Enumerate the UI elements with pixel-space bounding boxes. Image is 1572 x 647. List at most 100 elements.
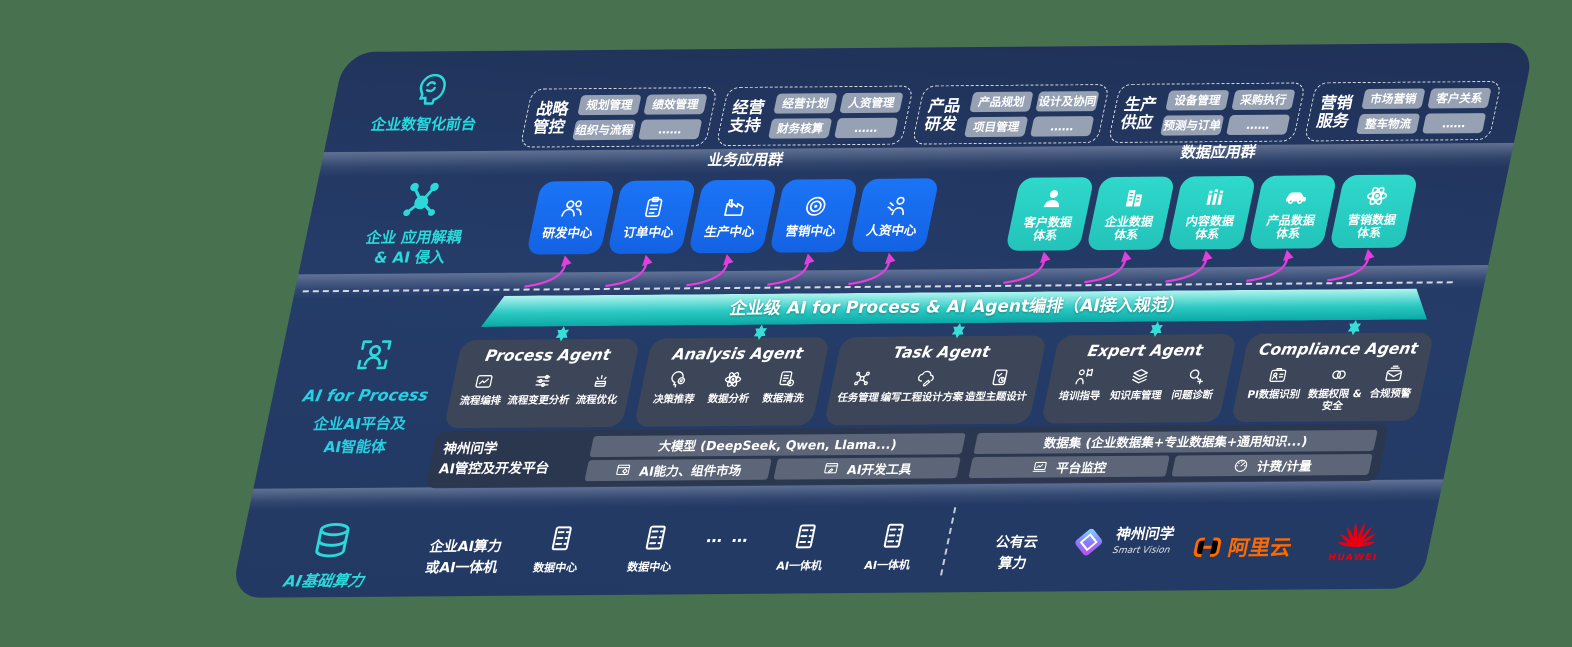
- group-production-supply: 生产 供应 设备管理 采购执行 预测与订单 ……: [1107, 82, 1306, 144]
- window-gear-icon: [613, 462, 634, 479]
- ai-platform-label-cn1: 企业AI平台及: [311, 414, 408, 434]
- factory-icon: [719, 194, 750, 220]
- group-product-rnd: 产品 研发 产品规划 设计及协同 项目管理 ……: [911, 83, 1110, 145]
- data-system-marketing: 营销数据 体系: [1329, 174, 1419, 249]
- server-icon: [874, 520, 913, 552]
- business-app-group-title: 业务应用群: [706, 150, 786, 170]
- ai-for-process-label: AI for Process: [301, 385, 431, 406]
- capability-pill: ……: [638, 119, 703, 140]
- capability-pill: 规划管理: [577, 94, 642, 116]
- doc-gear-icon: [775, 368, 800, 389]
- server-icon: [542, 522, 581, 554]
- capability-pill: 预测与订单: [1160, 115, 1225, 136]
- agent-item: 编写工程设计方案: [879, 367, 969, 405]
- atom-icon: [720, 369, 745, 390]
- agent-item: 数据权限 & 安全: [1303, 364, 1369, 413]
- group-strategy-control: 战略 管控 规划管理 绩效管理 组织与流程 ……: [519, 87, 719, 148]
- capability-pill: ……: [1226, 114, 1291, 136]
- mail-alert-icon: [1382, 364, 1407, 385]
- dataset-group: 数据集 (企业数据集+专业数据集+通用知识...) 平台监控 计费/计量: [968, 429, 1378, 479]
- agent-item: 数据分析: [706, 369, 755, 406]
- compliance-agent-card: Compliance Agent PI数据识别 数据权限 & 安全 合规预警: [1231, 332, 1435, 423]
- tablet-check-icon: [987, 367, 1012, 388]
- molecule-icon: [393, 175, 451, 223]
- people-icon: [557, 195, 588, 221]
- huawei-flower-icon: [1333, 510, 1384, 552]
- database-icon: [304, 518, 360, 564]
- agent-item: 流程优化: [575, 370, 624, 407]
- datacenter-node: 数据中心: [509, 522, 610, 576]
- person-icon: [1037, 185, 1068, 211]
- analysis-agent-card: Analysis Agent 决策推荐 数据分析 数据清洗: [633, 337, 831, 427]
- capability-pill: ……: [1422, 113, 1487, 134]
- atom-icon: [1361, 182, 1392, 208]
- capability-pill: 经营计划: [773, 93, 838, 114]
- capability-pill: ……: [1030, 116, 1095, 137]
- ai-dev-tools-cell: AI开发工具: [773, 457, 961, 480]
- smart-vision-en: Smart Vision: [1111, 545, 1172, 556]
- business-centers-row: 研发中心 订单中心 生产中心 营销中心 人资中心: [526, 178, 940, 255]
- diagram-board: 企业数智化前台 战略 管控 规划管理 绩效管理 组织与流程 …… 经营 支持 经营计…: [230, 42, 1535, 598]
- grid-nodes-icon: [850, 368, 875, 389]
- capability-pill: 设计及协同: [1035, 91, 1100, 112]
- dataset-bar: 数据集 (企业数据集+专业数据集+通用知识...): [973, 429, 1378, 455]
- ai-platform-label-cn2: AI智能体: [322, 437, 389, 456]
- layers-icon: [1127, 366, 1152, 387]
- model-group: 大模型 (DeepSeek, Qwen, Llama...) AI能力、组件市场…: [584, 433, 966, 482]
- center-rnd: 研发中心: [526, 180, 616, 255]
- smart-vision-diamond-icon: [1067, 524, 1111, 560]
- agent-item: 数据清洗: [761, 368, 810, 405]
- agent-item: 合规预警: [1368, 364, 1417, 401]
- agent-item: 流程变更分析: [506, 370, 576, 407]
- smart-vision-cn: 神州问学: [1114, 526, 1176, 544]
- id-card-icon: [1265, 365, 1290, 386]
- ai-ability-market-cell: AI能力、组件市场: [584, 458, 772, 482]
- agent-item: 决策推荐: [652, 369, 701, 406]
- expert-agent-card: Expert Agent 培训指导 知识库管理 问题诊断: [1041, 333, 1238, 424]
- brain-icon: [407, 69, 455, 109]
- capability-pill: 市场营销: [1361, 88, 1426, 110]
- capability-pill: 绩效管理: [643, 94, 708, 115]
- center-order: 订单中心: [607, 180, 697, 254]
- capability-pill: 客户关系: [1427, 87, 1492, 109]
- data-app-group-title: 数据应用群: [1179, 142, 1258, 162]
- decouple-label-block: 企业 应用解耦 & AI 侵入: [317, 175, 516, 269]
- teacher-flag-icon: [1071, 366, 1096, 387]
- data-systems-row: 客户数据 体系 企业数据 体系 内容数据 体系 产品数据 体系 营销数据 体系: [1005, 174, 1419, 251]
- capability-pill: ……: [834, 117, 899, 139]
- dashed-divider: [940, 507, 957, 576]
- aliyun-bracket-icon: [1189, 532, 1225, 562]
- target-icon: [800, 193, 831, 219]
- platform-label-line1: 神州问学: [441, 440, 500, 458]
- chart-box-icon: [472, 371, 497, 392]
- monitor-icon: [1030, 458, 1051, 475]
- agent-item: 流程编排: [458, 371, 507, 408]
- link-circles-icon: [1326, 364, 1351, 385]
- agent-item: PI数据识别: [1246, 364, 1306, 401]
- front-office-label-block: 企业数智化前台: [334, 69, 524, 135]
- building-icon: [1118, 184, 1149, 210]
- capability-pill: 采购执行: [1231, 89, 1296, 111]
- smart-vision-logo: 神州问学 Smart Vision: [1067, 523, 1177, 560]
- public-cloud-label: 公有云 算力: [994, 534, 1040, 572]
- capability-pill: 产品规划: [969, 91, 1034, 113]
- platform-strip: 神州问学 AI管控及开发平台 大模型 (DeepSeek, Qwen, Llam…: [425, 423, 1390, 489]
- front-office-title: 企业数智化前台: [369, 114, 479, 134]
- capability-pill: 设备管理: [1165, 90, 1230, 111]
- huawei-logo: HUAWEI: [1316, 510, 1399, 564]
- decouple-label-line2: & AI 侵入: [372, 248, 447, 268]
- group-marketing-service: 营销 服务 市场营销 客户关系 整车物流 ……: [1303, 80, 1502, 142]
- data-system-enterprise: 企业数据 体系: [1086, 176, 1176, 251]
- center-production: 生产中心: [688, 179, 778, 254]
- capability-pill: 人资管理: [839, 92, 904, 114]
- books-icon: [1199, 184, 1230, 210]
- agent-item: 造型主题设计: [964, 367, 1034, 404]
- group-operation-support: 经营 支持 经营计划 人资管理 财务核算 ……: [715, 85, 914, 147]
- sliders-icon: [530, 370, 555, 391]
- diagnose-search-icon: [1184, 365, 1209, 386]
- agent-item: 问题诊断: [1170, 365, 1219, 402]
- agent-item: 培训指导: [1057, 366, 1106, 403]
- ai-appliance-node: AI一体机: [841, 519, 942, 573]
- data-system-content: 内容数据 体系: [1167, 175, 1257, 250]
